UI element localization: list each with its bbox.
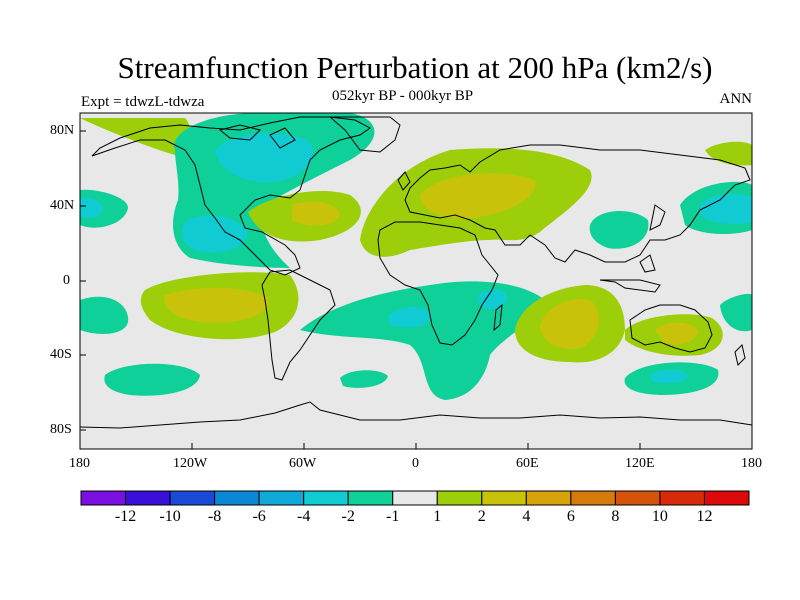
colorbar-label: -6: [252, 508, 266, 525]
contour-southern-pacific-negative: [104, 363, 200, 396]
contour-east-asia-negative: [589, 210, 649, 249]
colorbar-label: 10: [651, 508, 668, 525]
colorbar-label: -12: [114, 508, 137, 525]
coastline-new-zealand: [734, 344, 746, 366]
coastline-australia: [629, 304, 713, 353]
colorbar-swatch: [703, 490, 750, 506]
lon-label-120w: 120W: [173, 456, 208, 471]
colorbar-label: -8: [207, 508, 222, 525]
experiment-label: Expt = tdwzL-tdwza: [81, 94, 205, 110]
contour-west-atlantic-positive-core: [292, 201, 340, 226]
colorbar-swatch: [169, 490, 216, 506]
contour-southern-indian-negative-core: [650, 369, 688, 384]
contour-mexico-negative-core: [182, 215, 248, 253]
coastline-north-america: [91, 116, 371, 276]
colorbar-label: -10: [159, 508, 181, 525]
chart-subtitle: 052kyr BP - 000kyr BP: [332, 88, 474, 104]
colorbar: [80, 490, 750, 506]
colorbar-label: 4: [522, 508, 531, 525]
coastline-madagascar: [493, 303, 503, 332]
colorbar-label: 1: [433, 508, 442, 525]
colorbar-swatch: [214, 490, 260, 506]
colorbar-swatch: [525, 490, 572, 506]
coastline-eurasia: [404, 144, 751, 263]
contour-south-pacific-east-negative: [720, 293, 752, 332]
colorbar-swatch: [570, 490, 616, 506]
coastline-indonesia: [599, 254, 661, 293]
colorbar-swatch: [392, 490, 438, 506]
lon-label-60e: 60E: [516, 456, 539, 471]
axis-ticks: [79, 130, 753, 449]
contour-south-pacific-positive-core: [164, 287, 269, 323]
contour-eurasia-positive-core: [420, 173, 536, 219]
contour-south-atlantic-negative-core: [388, 307, 432, 328]
colorbar-swatch: [659, 490, 705, 506]
coastline-arctic-islands: [218, 124, 296, 149]
season-label: ANN: [719, 91, 753, 107]
lon-label-180e: 180: [741, 456, 762, 471]
contour-south-atlantic-negative-core-east: [478, 289, 507, 310]
colorbar-label: -2: [341, 508, 355, 525]
lat-label-40n: 40N: [50, 198, 75, 213]
colorbar-swatch: [303, 490, 349, 506]
colorbar-label: 12: [696, 508, 713, 525]
colorbar-label: 2: [477, 508, 486, 525]
contour-far-east-pacific-negative: [80, 296, 129, 334]
colorbar-swatch: [347, 490, 394, 506]
colorbar-label: 6: [566, 508, 575, 525]
colorbar-swatch: [258, 490, 305, 506]
contour-west-pacific-negative-core: [80, 197, 104, 218]
contour-north-pacific-east-negative-core: [700, 194, 752, 224]
contour-south-indian-positive-core: [540, 299, 599, 349]
lat-label-80n: 80N: [50, 123, 75, 138]
colorbar-swatch: [481, 490, 527, 506]
coastline-antarctica: [80, 401, 752, 429]
colorbar-swatch: [80, 490, 127, 506]
contour-australia-positive-core: [655, 322, 698, 345]
lat-label-40s: 40S: [50, 347, 72, 362]
coastline-greenland: [328, 116, 401, 153]
lat-label-0: 0: [63, 273, 70, 288]
lon-label-0: 0: [412, 456, 419, 471]
contour-north-pacific-positive: [80, 118, 191, 155]
contour-southern-atlantic-negative: [340, 370, 388, 388]
lon-label-120e: 120E: [625, 456, 655, 471]
coastline-south-america: [261, 269, 336, 381]
coastline-africa: [377, 221, 499, 346]
colorbar-label: -1: [386, 508, 400, 525]
lon-label-180w: 180: [69, 456, 90, 471]
coastline-japan: [649, 204, 666, 231]
lat-label-80s: 80S: [50, 422, 72, 437]
colorbar-swatch: [436, 490, 483, 506]
colorbar-label: 8: [611, 508, 620, 525]
chart-title: Streamfunction Perturbation at 200 hPa (…: [117, 50, 713, 85]
contour-south-atlantic-negative: [300, 281, 545, 400]
colorbar-label: -4: [296, 508, 311, 525]
contour-north-america-negative-core: [215, 132, 314, 183]
coastlines: [80, 116, 752, 429]
colorbar-swatch: [125, 490, 171, 506]
colorbar-swatch: [614, 490, 661, 506]
lon-label-60w: 60W: [289, 456, 317, 471]
coastline-uk: [397, 171, 411, 191]
